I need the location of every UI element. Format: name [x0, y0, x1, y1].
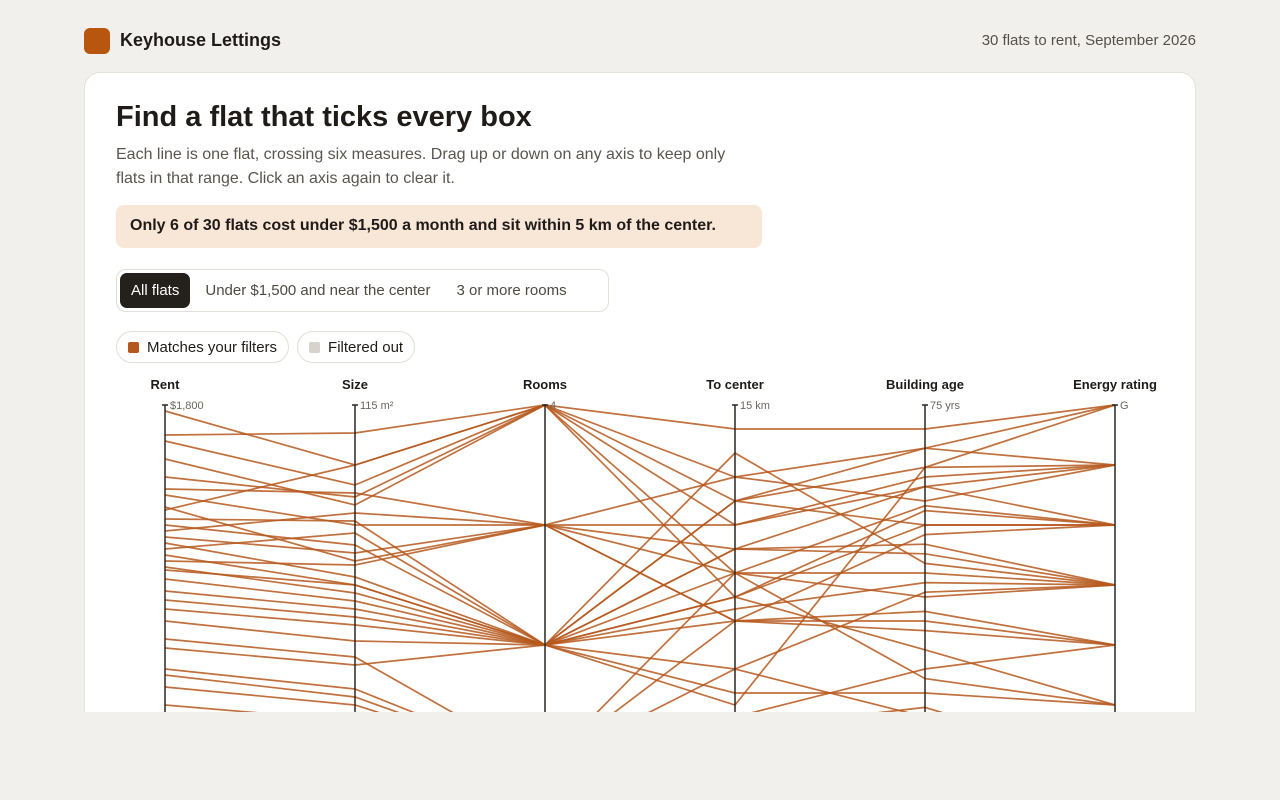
- filter-group: All flats Under $1,500 and near the cente…: [116, 269, 609, 312]
- flat-line: [164, 404, 1116, 502]
- axis-tick-label: G: [1120, 400, 1129, 412]
- flat-line: [164, 451, 1116, 646]
- flat-line: [164, 404, 1116, 706]
- flat-line: [164, 581, 1116, 666]
- axis-title: Rooms: [523, 377, 567, 392]
- legend: Matches your filters Filtered out: [116, 331, 416, 363]
- legend-label: Filtered out: [328, 338, 404, 356]
- flat-line: [164, 542, 1116, 670]
- callout: Only 6 of 30 flats cost under $1,500 a m…: [116, 205, 762, 248]
- axis-tick-label: 75 yrs: [930, 400, 960, 412]
- page-title: Find a flat that ticks every box: [116, 101, 532, 133]
- axis-title: Building age: [886, 377, 964, 392]
- legend-item[interactable]: Matches your filters: [116, 331, 290, 363]
- legend-swatch: [128, 341, 139, 353]
- flat-line: [164, 485, 1116, 646]
- axis-title: Size: [342, 377, 368, 392]
- filter-button[interactable]: 3 or more rooms: [446, 273, 578, 308]
- axis-tick-label: 115 m²: [360, 400, 394, 412]
- axis-tick-label: $1,800: [170, 400, 204, 412]
- chart: Rent $1,800 Size 115 m² Rooms 4 To center 15 km…: [151, 377, 1157, 712]
- legend-swatch: [309, 341, 321, 353]
- flat-line: [164, 571, 1116, 712]
- brand: Keyhouse Lettings: [120, 30, 282, 50]
- flat-line: [164, 404, 1116, 526]
- flat-line: [164, 566, 1116, 706]
- flat-line: [164, 404, 1116, 466]
- flat-line: [164, 620, 1116, 712]
- flat-line: [164, 572, 1116, 646]
- flat-line: [164, 532, 1116, 646]
- axis-tick-label: 15 km: [740, 400, 770, 412]
- description: Each line is one flat, crossing six meas…: [116, 146, 726, 187]
- logo: [84, 28, 110, 54]
- filter-button[interactable]: Under $1,500 and near the center: [194, 273, 441, 308]
- flat-line: [164, 404, 1116, 511]
- flat-line: [164, 668, 944, 712]
- flat-line: [164, 638, 1116, 712]
- flat-line: [164, 403, 1116, 574]
- flat-line: [164, 506, 1116, 646]
- summary: 30 flats to rent, September 2026: [981, 32, 1196, 49]
- flat-line: [164, 512, 1116, 586]
- axis-title: To center: [706, 377, 764, 392]
- legend-item[interactable]: Filtered out: [297, 331, 416, 363]
- filter-button[interactable]: All flats: [120, 273, 191, 308]
- axis-title: Energy rating: [1073, 377, 1157, 392]
- flat-line: [164, 464, 1116, 526]
- card-clip: Find a flat that ticks every box Each li…: [84, 72, 1196, 712]
- card: Find a flat that ticks every box Each li…: [84, 72, 1196, 712]
- axis-tick-label: 4: [550, 400, 556, 412]
- axis-title: Rent: [151, 377, 181, 392]
- legend-label: Matches your filters: [147, 338, 278, 356]
